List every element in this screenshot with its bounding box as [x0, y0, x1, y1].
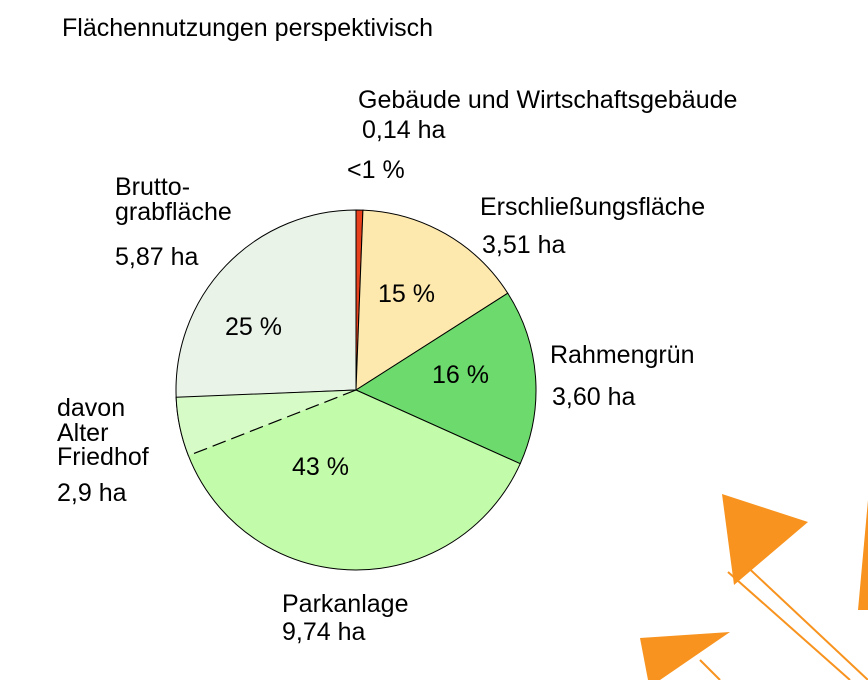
- annotation-value: 2,9 ha: [57, 479, 127, 507]
- slice-label: Parkanlage: [282, 590, 409, 618]
- pie-slice: [354, 292, 537, 465]
- value-label: 0,14 ha: [362, 116, 446, 144]
- pie-slice: [355, 209, 509, 391]
- percent-label: 25 %: [225, 313, 282, 341]
- value-label: 3,60 ha: [552, 383, 636, 411]
- value-label: 5,87 ha: [115, 243, 199, 271]
- slice-label: Gebäude und Wirtschaftsgebäude: [358, 86, 738, 114]
- slice-label: Erschließungsfläche: [480, 193, 706, 221]
- chart-title: Flächennutzungen perspektivisch: [62, 14, 434, 42]
- pie-slice: [175, 389, 521, 571]
- percent-label: <1 %: [347, 156, 405, 184]
- dashed-divider: [188, 389, 357, 457]
- value-label: 3,51 ha: [482, 231, 566, 259]
- sub-area: [176, 390, 356, 456]
- value-label: 9,74 ha: [282, 618, 366, 646]
- percent-label: 43 %: [292, 453, 349, 481]
- pie: [175, 209, 537, 571]
- annotation: davon Alter Friedhof: [57, 394, 149, 471]
- percent-label: 15 %: [378, 280, 435, 308]
- slice-label: Brutto- grabfläche: [115, 173, 232, 226]
- pie-outline: [175, 389, 357, 456]
- pie-slice: [175, 209, 357, 399]
- slice-label: Rahmengrün: [550, 341, 695, 369]
- percent-label: 16 %: [432, 361, 489, 389]
- decoration: [640, 494, 868, 680]
